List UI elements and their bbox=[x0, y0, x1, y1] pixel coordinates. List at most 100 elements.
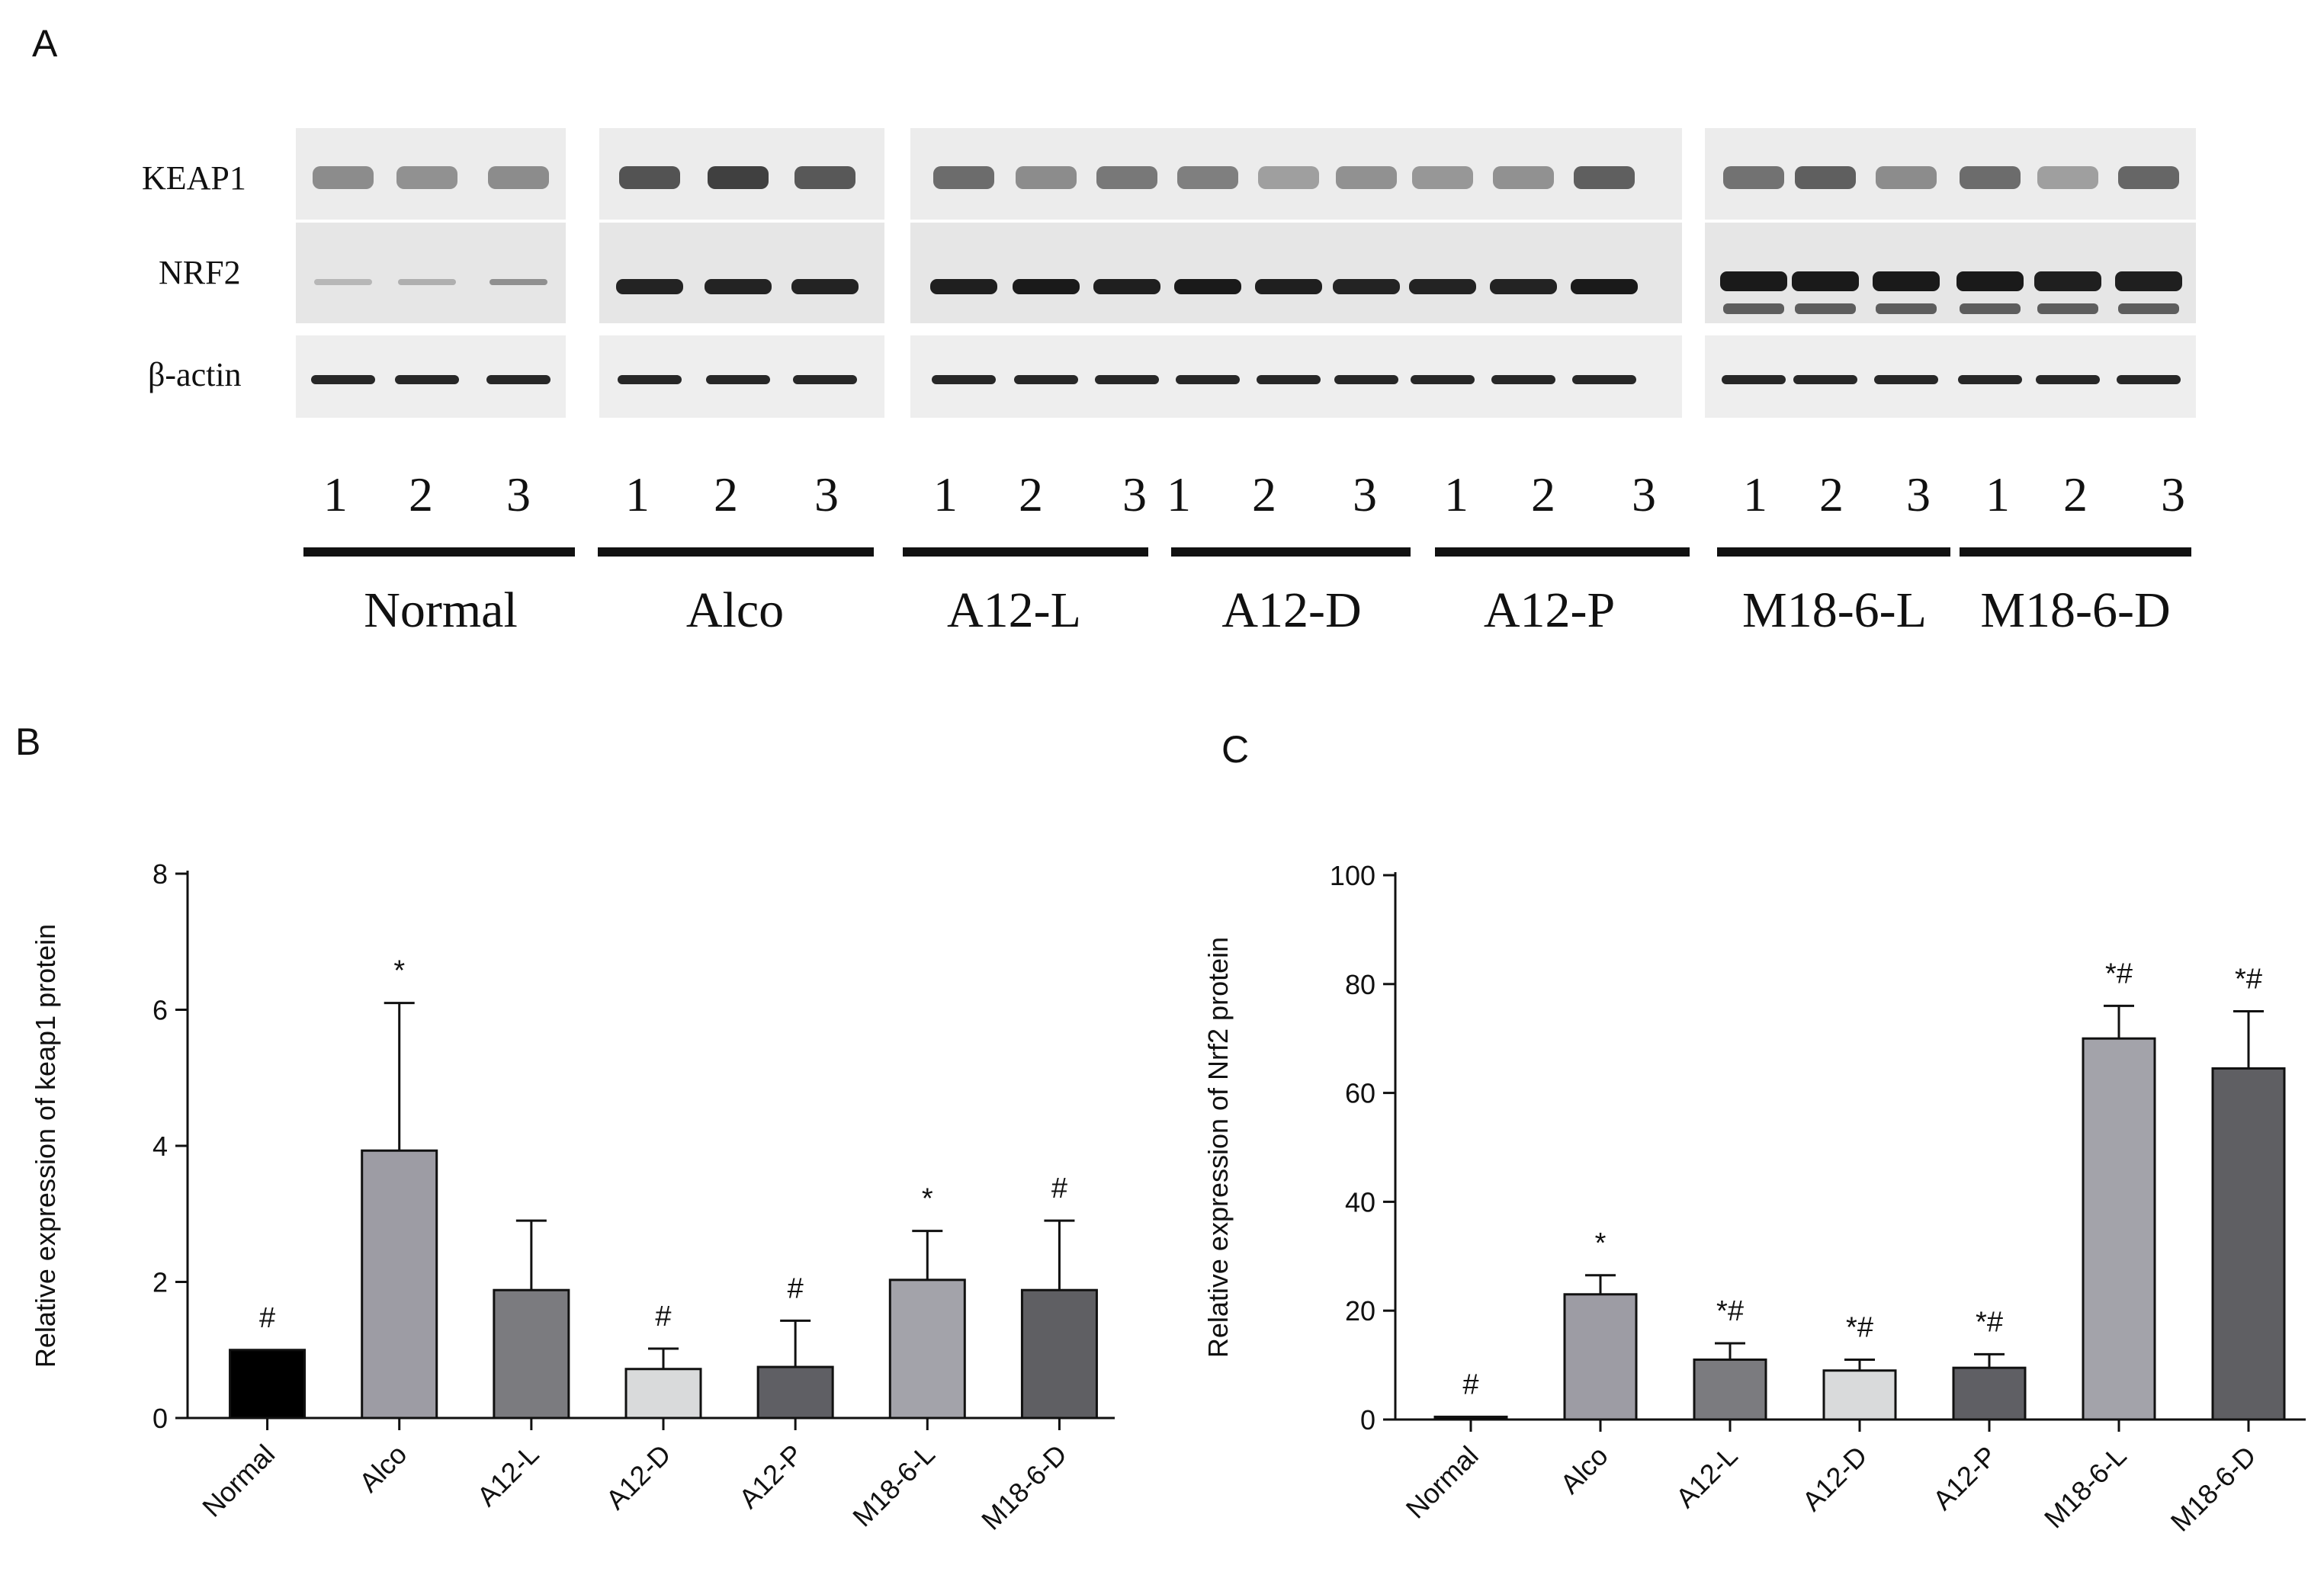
significance-mark: # bbox=[788, 1272, 804, 1304]
group-bar bbox=[1960, 547, 2191, 557]
blot-strip-nrf2 bbox=[910, 223, 1682, 323]
blot-strip-nrf2 bbox=[599, 223, 884, 323]
significance-mark: *# bbox=[2105, 958, 2133, 990]
keap1-band bbox=[1795, 166, 1856, 189]
lane-number: 1 bbox=[625, 467, 650, 521]
group-bar bbox=[598, 547, 874, 557]
keap1-band bbox=[2037, 166, 2098, 189]
lane-number: 2 bbox=[1252, 467, 1276, 521]
category-label: M18-6-D bbox=[975, 1439, 1073, 1536]
nrf2-band bbox=[705, 279, 772, 294]
nrf2-band bbox=[1255, 279, 1322, 294]
panel-a-letter: A bbox=[32, 22, 58, 65]
nrf2-band bbox=[314, 279, 372, 285]
significance-mark: *# bbox=[1976, 1306, 2003, 1338]
lane-number: 2 bbox=[2063, 467, 2088, 521]
keap1-band bbox=[488, 166, 549, 189]
beta-actin-band bbox=[2117, 375, 2181, 384]
keap1-band bbox=[933, 166, 994, 189]
significance-mark: *# bbox=[2235, 964, 2262, 996]
nrf2-band bbox=[930, 279, 997, 294]
group-label: A12-P bbox=[1484, 582, 1615, 638]
y-axis-title: Relative expression of Nrf2 protein bbox=[1202, 937, 1234, 1358]
significance-mark: # bbox=[655, 1301, 671, 1333]
nrf2-lower-band bbox=[1795, 303, 1856, 314]
beta-actin-band bbox=[618, 375, 682, 384]
category-label: Normal bbox=[196, 1439, 281, 1523]
blot-images bbox=[296, 128, 2196, 418]
beta-actin-band bbox=[1411, 375, 1475, 384]
nrf2-lower-band bbox=[1876, 303, 1937, 314]
beta-actin-band bbox=[706, 375, 770, 384]
group-bar bbox=[1717, 547, 1950, 557]
nrf2-band bbox=[1720, 271, 1787, 291]
keap1-band bbox=[313, 166, 374, 189]
lane-number: 1 bbox=[1444, 467, 1469, 521]
blot-label-keap1: KEAP1 bbox=[142, 159, 246, 197]
y-tick-label: 100 bbox=[1330, 860, 1375, 891]
group-label: Normal bbox=[364, 582, 518, 638]
lane-number: 1 bbox=[1167, 467, 1191, 521]
nrf2-band bbox=[1873, 271, 1940, 291]
keap1-band bbox=[1493, 166, 1554, 189]
lane-number: 2 bbox=[1819, 467, 1844, 521]
keap1-band bbox=[2118, 166, 2179, 189]
beta-actin-band bbox=[1176, 375, 1240, 384]
group-label: A12-D bbox=[1221, 582, 1361, 638]
keap1-band bbox=[1412, 166, 1473, 189]
category-label: A12-P bbox=[1927, 1440, 2003, 1516]
chart-c-plot: 0 20 40 60 80 100 Relative expression of Nrf2 … bbox=[1202, 860, 2306, 1538]
group-bar bbox=[903, 547, 1148, 557]
y-tick-label: 6 bbox=[152, 995, 168, 1026]
bar bbox=[2211, 1067, 2286, 1421]
bar bbox=[1693, 1358, 1767, 1421]
group-bar bbox=[1171, 547, 1411, 557]
significance-mark: # bbox=[1051, 1173, 1067, 1205]
panel-b-letter: B bbox=[15, 720, 40, 763]
significance-mark: *# bbox=[1716, 1295, 1744, 1327]
keap1-band bbox=[1723, 166, 1784, 189]
nrf2-band bbox=[1409, 279, 1476, 294]
lane-number: 3 bbox=[506, 467, 531, 521]
group-label: A12-L bbox=[947, 582, 1081, 638]
y-tick-label: 40 bbox=[1345, 1186, 1375, 1217]
keap1-band bbox=[619, 166, 680, 189]
beta-actin-band bbox=[311, 375, 375, 384]
nrf2-band bbox=[1174, 279, 1241, 294]
beta-actin-band bbox=[2036, 375, 2100, 384]
category-label: A12-P bbox=[733, 1439, 809, 1515]
beta-actin-band bbox=[1874, 375, 1938, 384]
blot-strip-keap1 bbox=[296, 128, 566, 220]
keap1-band bbox=[1177, 166, 1238, 189]
group-bar bbox=[303, 547, 575, 557]
y-tick-label: 8 bbox=[152, 858, 168, 890]
significance-mark: *# bbox=[1846, 1311, 1873, 1343]
category-label: Alco bbox=[353, 1439, 413, 1499]
y-tick-label: 20 bbox=[1345, 1295, 1375, 1327]
significance-mark: # bbox=[259, 1302, 275, 1334]
category-label: A12-D bbox=[1796, 1440, 1873, 1517]
lane-number: 3 bbox=[1632, 467, 1656, 521]
y-tick-label: 2 bbox=[152, 1267, 168, 1298]
y-tick-label: 60 bbox=[1345, 1078, 1375, 1109]
lane-number: 3 bbox=[1353, 467, 1377, 521]
category-label: A12-L bbox=[1670, 1440, 1744, 1514]
beta-actin-band bbox=[1722, 375, 1786, 384]
keap1-band bbox=[1574, 166, 1635, 189]
nrf2-band bbox=[1093, 279, 1160, 294]
lane-number: 2 bbox=[409, 467, 433, 521]
lane-number: 3 bbox=[2161, 467, 2185, 521]
keap1-band bbox=[396, 166, 457, 189]
keap1-band bbox=[1876, 166, 1937, 189]
nrf2-band bbox=[1013, 279, 1080, 294]
bar bbox=[1020, 1288, 1098, 1420]
blot-label-beta-actin: β-actin bbox=[148, 356, 242, 393]
lane-number: 1 bbox=[933, 467, 958, 521]
lane-number: 3 bbox=[814, 467, 839, 521]
beta-actin-band bbox=[1572, 375, 1636, 384]
category-label: M18-6-L bbox=[2038, 1440, 2133, 1535]
y-tick-label: 4 bbox=[152, 1131, 168, 1162]
y-axis-title: Relative expression of keap1 protein bbox=[30, 924, 61, 1368]
significance-mark: * bbox=[922, 1183, 933, 1215]
